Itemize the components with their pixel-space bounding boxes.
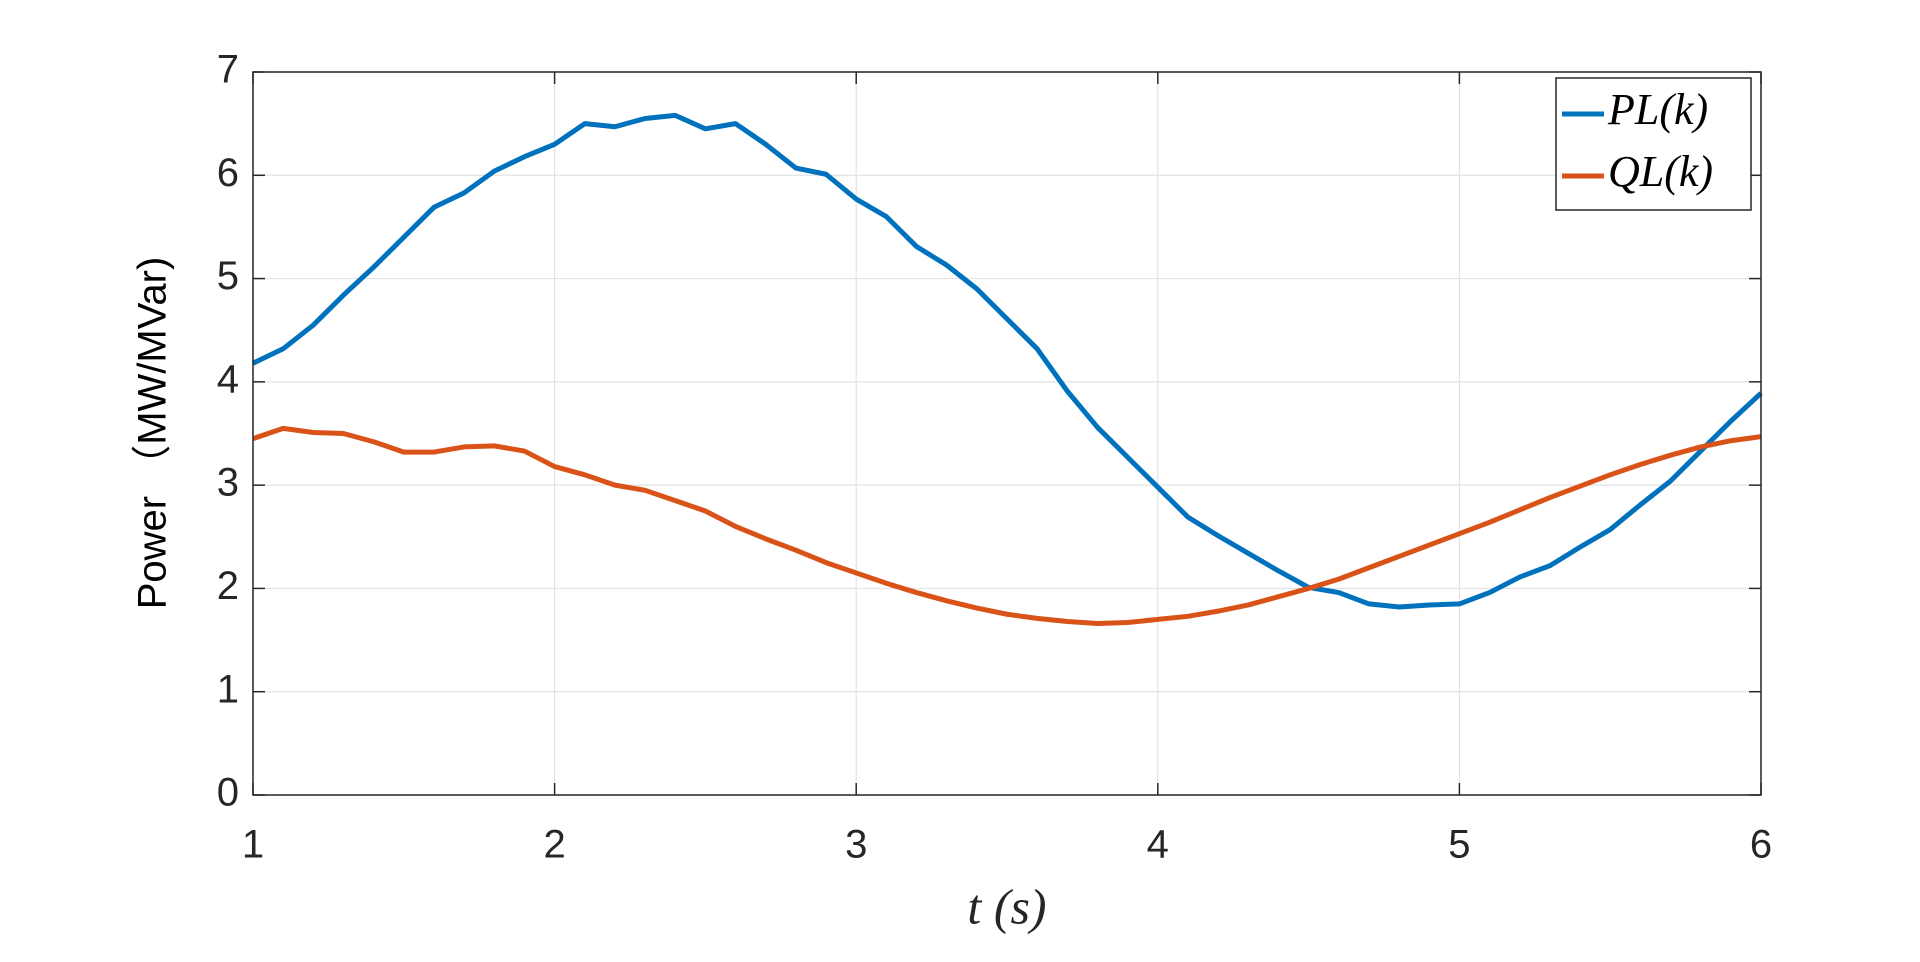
- y-tick-label: 5: [217, 254, 239, 298]
- data-line: [251, 112, 1763, 610]
- x-tick-label: 2: [543, 823, 565, 867]
- x-tick-label: 1: [242, 823, 264, 867]
- x-axis-label: t (s): [967, 878, 1046, 934]
- x-tick-label: 6: [1750, 823, 1772, 867]
- y-tick-label: 6: [217, 151, 239, 195]
- data-line: [252, 425, 1762, 627]
- x-tick-label: 5: [1448, 823, 1470, 867]
- y-tick-label: 0: [217, 771, 239, 815]
- y-tick-label: 7: [217, 48, 239, 92]
- y-tick-label: 2: [217, 564, 239, 608]
- y-tick-label: 4: [217, 357, 239, 401]
- x-tick-label: 4: [1147, 823, 1169, 867]
- legend-box: [1555, 77, 1752, 211]
- legend-label: PL(k): [1607, 85, 1708, 134]
- x-tick-label: 3: [845, 823, 867, 867]
- axes-box: [252, 71, 1762, 796]
- legend-label: QL(k): [1608, 147, 1713, 196]
- y-tick-label: 1: [217, 667, 239, 711]
- y-tick-label: 3: [217, 461, 239, 505]
- y-axis-label: Power （MW/MVar): [131, 257, 175, 610]
